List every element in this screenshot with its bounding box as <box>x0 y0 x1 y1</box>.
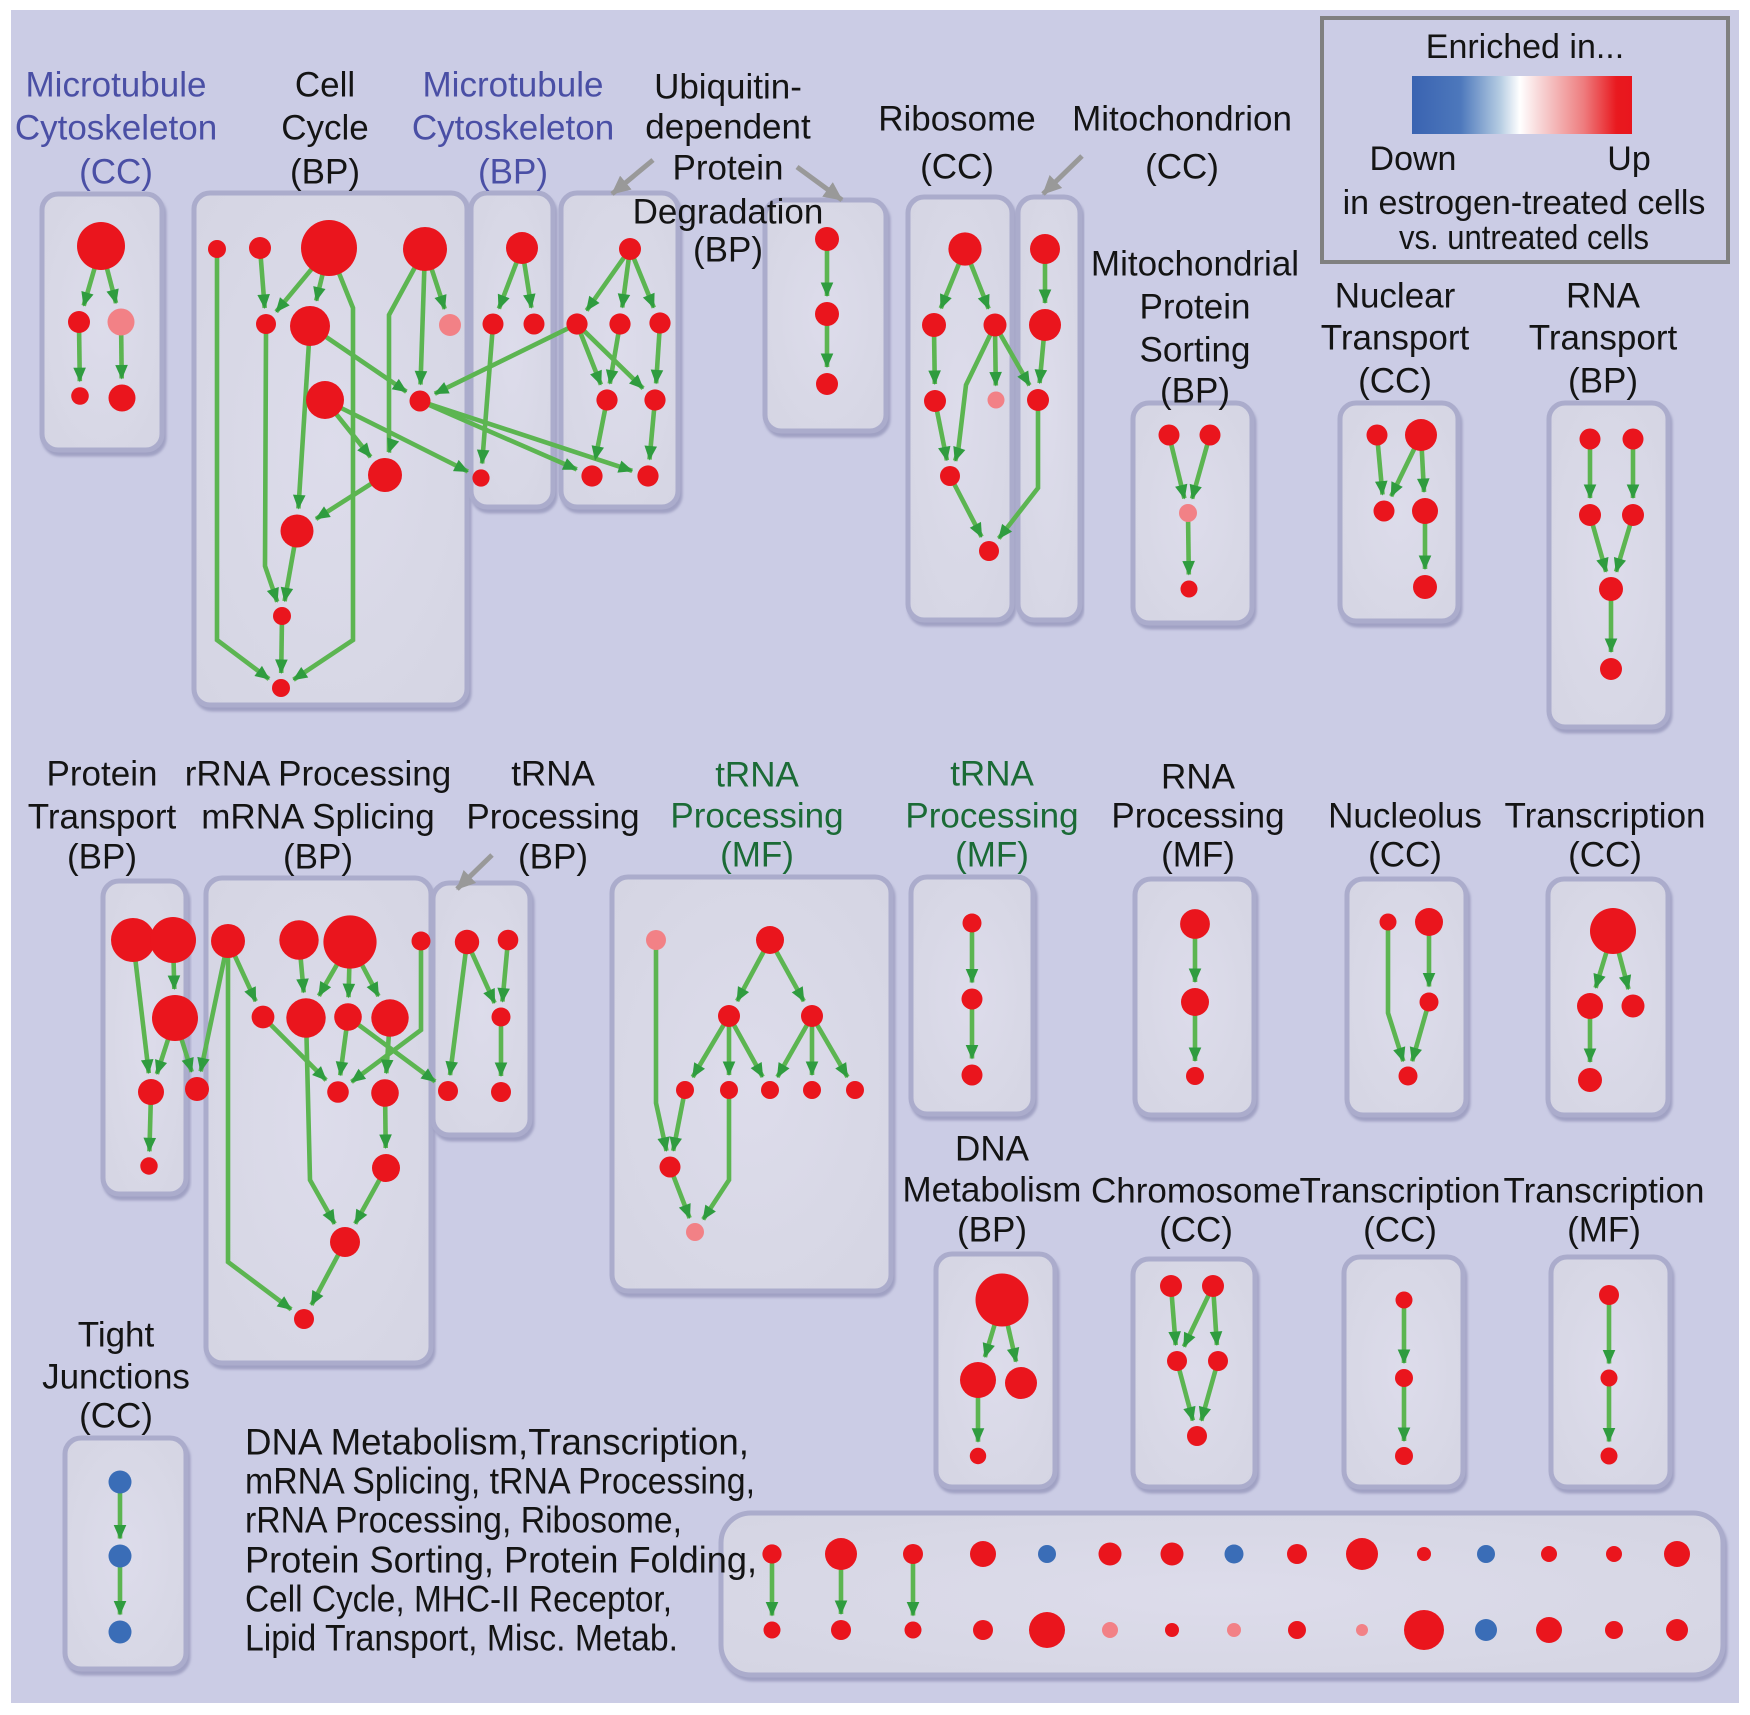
svg-text:(CC): (CC) <box>1358 362 1432 401</box>
svg-text:Cycle: Cycle <box>281 109 369 148</box>
svg-text:Tight: Tight <box>78 1316 155 1355</box>
svg-text:(CC): (CC) <box>1368 836 1442 875</box>
svg-text:rRNA Processing, Ribosome,: rRNA Processing, Ribosome, <box>245 1500 682 1541</box>
svg-text:tRNA: tRNA <box>511 755 595 794</box>
svg-text:Microtubule: Microtubule <box>26 66 207 105</box>
svg-text:Ribosome: Ribosome <box>878 100 1036 139</box>
svg-text:Transcription: Transcription <box>1505 797 1706 836</box>
svg-text:Protein: Protein <box>673 149 784 188</box>
svg-text:Processing: Processing <box>905 797 1078 836</box>
svg-text:DNA Metabolism,Transcription,: DNA Metabolism,Transcription, <box>245 1422 749 1463</box>
svg-text:Transcription: Transcription <box>1300 1172 1501 1211</box>
svg-text:Nucleolus: Nucleolus <box>1328 797 1482 836</box>
svg-text:(MF): (MF) <box>1161 836 1235 875</box>
svg-text:rRNA Processing: rRNA Processing <box>185 755 451 794</box>
svg-text:(MF): (MF) <box>1567 1211 1641 1250</box>
svg-text:Lipid Transport, Misc. Metab.: Lipid Transport, Misc. Metab. <box>245 1618 678 1659</box>
svg-text:Processing: Processing <box>466 798 639 837</box>
svg-text:Cell Cycle, MHC-II Receptor,: Cell Cycle, MHC-II Receptor, <box>245 1579 672 1620</box>
svg-text:Cytoskeleton: Cytoskeleton <box>412 109 614 148</box>
svg-text:(CC): (CC) <box>920 148 994 187</box>
svg-text:in estrogen-treated cells: in estrogen-treated cells <box>1343 184 1706 222</box>
svg-text:Nuclear: Nuclear <box>1335 277 1456 316</box>
svg-text:Degradation: Degradation <box>633 193 824 232</box>
svg-text:RNA: RNA <box>1566 277 1641 316</box>
svg-text:Processing: Processing <box>1111 797 1284 836</box>
svg-text:(CC): (CC) <box>1568 836 1642 875</box>
svg-text:mRNA Splicing: mRNA Splicing <box>201 798 434 837</box>
svg-text:Enriched in...: Enriched in... <box>1426 28 1624 66</box>
svg-text:dependent: dependent <box>645 108 811 147</box>
svg-text:Protein: Protein <box>1140 288 1251 327</box>
svg-text:(CC): (CC) <box>79 153 153 192</box>
svg-text:(MF): (MF) <box>720 836 794 875</box>
svg-text:(BP): (BP) <box>1160 372 1230 411</box>
svg-text:(MF): (MF) <box>955 836 1029 875</box>
svg-text:(CC): (CC) <box>79 1397 153 1436</box>
svg-text:Up: Up <box>1607 140 1650 178</box>
svg-text:(BP): (BP) <box>693 231 763 270</box>
svg-text:Cell: Cell <box>295 66 355 105</box>
svg-text:Transport: Transport <box>28 798 177 837</box>
svg-text:tRNA: tRNA <box>715 756 799 795</box>
svg-text:Processing: Processing <box>670 797 843 836</box>
svg-text:RNA: RNA <box>1161 758 1236 797</box>
svg-text:Mitochondrion: Mitochondrion <box>1072 100 1292 139</box>
svg-text:Protein: Protein <box>47 755 158 794</box>
svg-text:Transport: Transport <box>1529 319 1678 358</box>
svg-text:Cytoskeleton: Cytoskeleton <box>15 109 217 148</box>
svg-text:Mitochondrial: Mitochondrial <box>1091 245 1299 284</box>
svg-text:(BP): (BP) <box>518 838 588 877</box>
svg-text:tRNA: tRNA <box>950 755 1034 794</box>
svg-text:Sorting: Sorting <box>1140 331 1251 370</box>
svg-text:Metabolism: Metabolism <box>903 1171 1082 1210</box>
svg-text:(CC): (CC) <box>1363 1211 1437 1250</box>
svg-text:vs. untreated cells: vs. untreated cells <box>1399 219 1649 257</box>
svg-text:Junctions: Junctions <box>42 1358 190 1397</box>
svg-text:(BP): (BP) <box>283 838 353 877</box>
svg-text:Microtubule: Microtubule <box>423 66 604 105</box>
svg-text:Down: Down <box>1370 140 1457 178</box>
svg-text:(BP): (BP) <box>1568 362 1638 401</box>
svg-text:(BP): (BP) <box>67 838 137 877</box>
svg-text:mRNA Splicing, tRNA Processing: mRNA Splicing, tRNA Processing, <box>245 1461 755 1502</box>
svg-text:(BP): (BP) <box>478 153 548 192</box>
svg-text:Ubiquitin-: Ubiquitin- <box>654 68 802 107</box>
svg-text:Transport: Transport <box>1321 319 1470 358</box>
svg-text:Transcription: Transcription <box>1504 1172 1705 1211</box>
svg-text:(BP): (BP) <box>290 153 360 192</box>
svg-text:(CC): (CC) <box>1159 1211 1233 1250</box>
svg-text:Protein Sorting, Protein Foldi: Protein Sorting, Protein Folding, <box>245 1540 757 1581</box>
svg-text:(CC): (CC) <box>1145 148 1219 187</box>
svg-text:(BP): (BP) <box>957 1211 1027 1250</box>
svg-text:DNA: DNA <box>955 1130 1030 1169</box>
svg-text:Chromosome: Chromosome <box>1091 1172 1301 1211</box>
